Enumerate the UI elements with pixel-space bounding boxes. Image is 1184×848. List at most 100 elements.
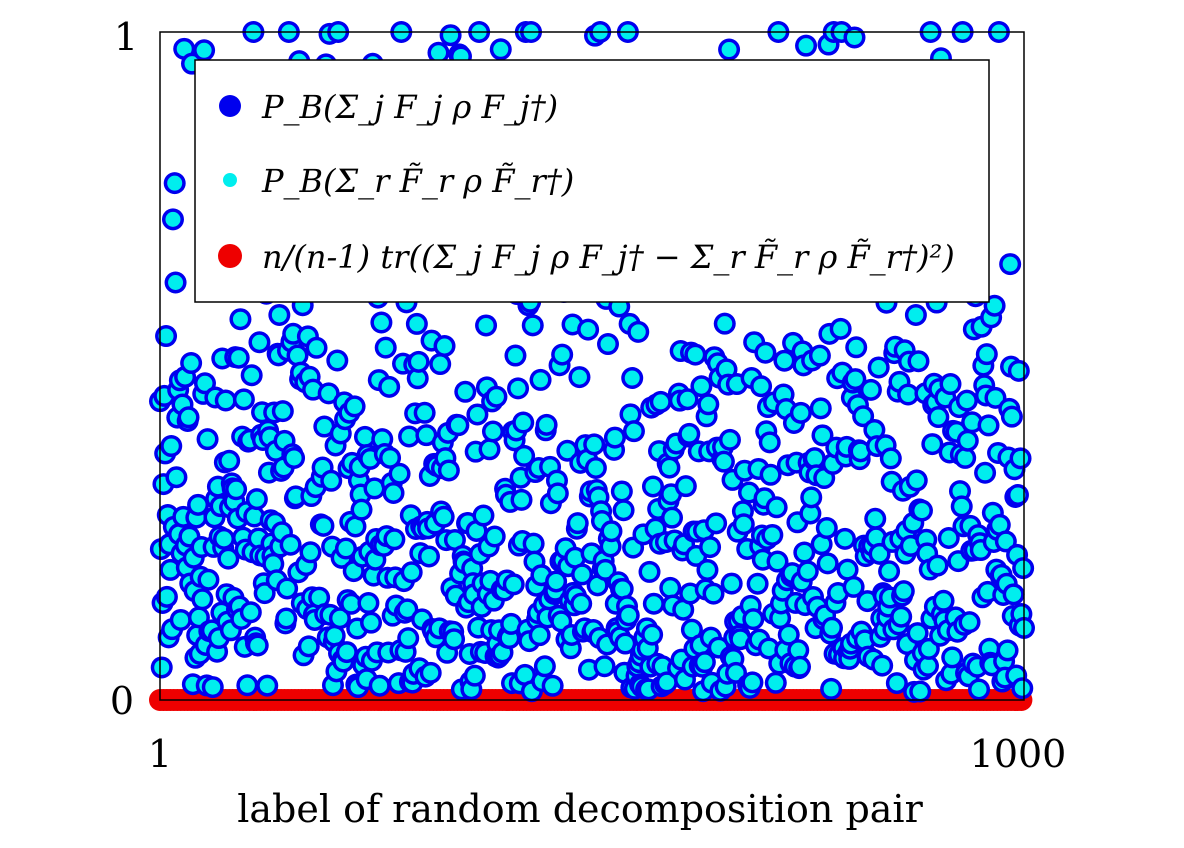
cyan-point: [998, 533, 1014, 549]
cyan-point: [617, 636, 633, 652]
cyan-point: [221, 453, 237, 469]
cyan-point: [693, 378, 709, 394]
cyan-point: [814, 427, 830, 443]
cyan-point: [823, 681, 839, 697]
cyan-point: [590, 577, 606, 593]
cyan-point: [807, 450, 823, 466]
cyan-point: [196, 42, 212, 58]
cyan-point: [332, 610, 348, 626]
cyan-point: [910, 353, 926, 369]
cyan-point: [354, 502, 370, 518]
cyan-point: [478, 317, 494, 333]
cyan-point: [159, 589, 175, 605]
cyan-point: [924, 436, 940, 452]
cyan-point: [761, 641, 777, 657]
cyan-point: [700, 396, 716, 412]
cyan-point: [920, 658, 936, 674]
cyan-point: [702, 539, 718, 555]
cyan-point: [648, 521, 664, 537]
cyan-point: [251, 334, 267, 350]
cyan-point: [626, 423, 642, 439]
cyan-point: [446, 631, 462, 647]
cyan-point: [1010, 487, 1026, 503]
x-tick-label-1000: 1000: [970, 732, 1067, 776]
cyan-point: [881, 563, 897, 579]
cyan-point: [168, 275, 184, 291]
cyan-point: [846, 29, 862, 45]
cyan-point: [603, 538, 619, 554]
cyan-point: [716, 454, 732, 470]
cyan-point: [346, 563, 362, 579]
cyan-point: [816, 470, 832, 486]
cyan-point: [421, 548, 437, 564]
cyan-point: [323, 473, 339, 489]
cyan-point: [680, 391, 696, 407]
cyan-point: [950, 553, 966, 569]
cyan-point: [1011, 363, 1027, 379]
cyan-point: [607, 430, 623, 446]
cyan-point: [441, 462, 457, 478]
cyan-point: [624, 370, 640, 386]
cyan-point: [768, 675, 784, 691]
cyan-point: [411, 354, 427, 370]
cyan-point: [533, 372, 549, 388]
cyan-point: [699, 562, 715, 578]
cyan-point: [1013, 450, 1029, 466]
cyan-point: [757, 345, 773, 361]
cyan-point: [183, 355, 199, 371]
legend-box: [194, 59, 990, 303]
cyan-point: [533, 567, 549, 583]
cyan-point: [893, 609, 909, 625]
cyan-point: [283, 537, 299, 553]
cyan-point: [753, 378, 769, 394]
cyan-point: [1006, 586, 1022, 602]
cyan-point: [475, 508, 491, 524]
cyan-point: [378, 340, 394, 356]
cyan-point: [366, 480, 382, 496]
cyan-point: [409, 316, 425, 332]
cyan-point: [216, 531, 232, 547]
cyan-point: [279, 580, 295, 596]
cyan-point: [469, 523, 485, 539]
cyan-point: [615, 581, 631, 597]
cyan-point: [653, 394, 669, 410]
cyan-point: [423, 665, 439, 681]
cyan-point: [960, 433, 976, 449]
cyan-point: [930, 558, 946, 574]
cyan-point: [977, 465, 993, 481]
cyan-point: [1002, 256, 1018, 272]
cyan-point: [762, 434, 778, 450]
cyan-point: [554, 347, 570, 363]
cyan-point: [347, 518, 363, 534]
cyan-point: [959, 393, 975, 409]
cyan-point: [588, 460, 604, 476]
cyan-point: [954, 498, 970, 514]
cyan-point: [741, 485, 757, 501]
legend-marker-cyan: [223, 173, 237, 187]
cyan-point: [510, 380, 526, 396]
cyan-point: [718, 361, 734, 377]
cyan-point: [357, 429, 373, 445]
cyan-point: [871, 359, 887, 375]
cyan-point: [286, 450, 302, 466]
cyan-point: [436, 509, 452, 525]
cyan-point: [443, 27, 459, 43]
cyan-point: [532, 627, 548, 643]
cyan-point: [200, 431, 216, 447]
cyan-point: [732, 631, 748, 647]
cyan-point: [659, 674, 675, 690]
cyan-point: [642, 564, 658, 580]
cyan-point: [803, 489, 819, 505]
cyan-point: [819, 520, 835, 536]
cyan-point: [708, 515, 724, 531]
cyan-point: [586, 436, 602, 452]
cyan-point: [382, 450, 398, 466]
cyan-point: [288, 488, 304, 504]
cyan-point: [830, 585, 846, 601]
cyan-point: [621, 607, 637, 623]
cyan-point: [930, 409, 946, 425]
cyan-point: [793, 405, 809, 421]
cyan-point: [798, 38, 814, 54]
cyan-point: [962, 614, 978, 630]
cyan-point: [373, 315, 389, 331]
